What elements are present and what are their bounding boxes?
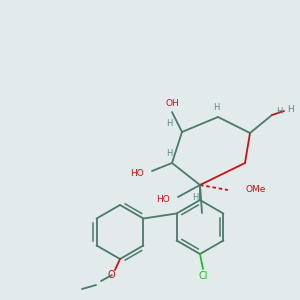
Text: Cl: Cl [198, 271, 208, 281]
Text: H: H [166, 149, 172, 158]
Text: OH: OH [165, 98, 179, 107]
Text: H: H [276, 106, 282, 116]
Text: HO: HO [130, 169, 144, 178]
Text: H: H [286, 104, 293, 113]
Text: H: H [166, 118, 172, 127]
Text: HO: HO [156, 196, 170, 205]
Text: OMe: OMe [246, 185, 266, 194]
Text: O: O [107, 270, 115, 280]
Text: H: H [192, 193, 198, 202]
Text: H: H [213, 103, 219, 112]
